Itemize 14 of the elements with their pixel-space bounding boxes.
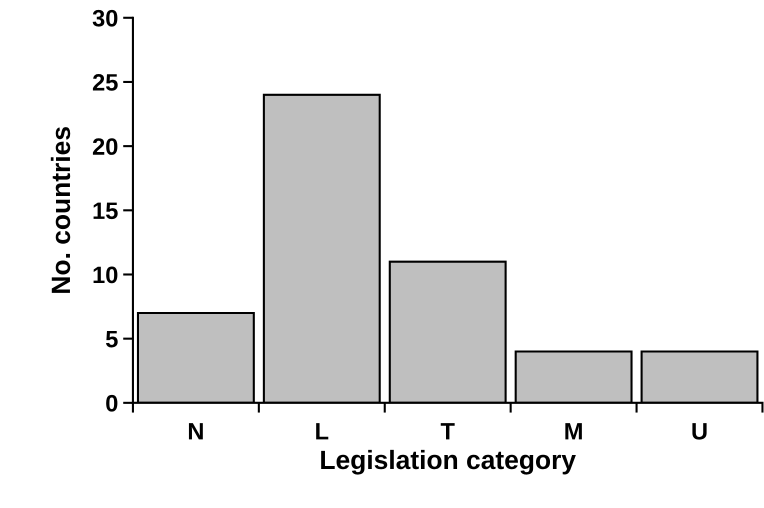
y-tick-label: 10 xyxy=(94,266,118,284)
x-tick-label: L xyxy=(316,423,328,440)
y-tick-label: 25 xyxy=(92,74,118,91)
y-tick-label: 15 xyxy=(94,202,118,220)
x-tick-label: U xyxy=(692,423,707,440)
y-tick-label: 30 xyxy=(92,10,118,27)
y-tick-label: 0 xyxy=(106,394,118,412)
x-axis-title: Legislation category xyxy=(321,450,576,475)
y-tick-label: 5 xyxy=(106,330,118,348)
y-axis-title: No. countries xyxy=(50,127,70,293)
x-tick-label: M xyxy=(565,423,582,440)
x-tick-label: T xyxy=(440,423,455,440)
x-tick-label: N xyxy=(188,423,203,440)
y-tick-label: 20 xyxy=(92,138,118,155)
